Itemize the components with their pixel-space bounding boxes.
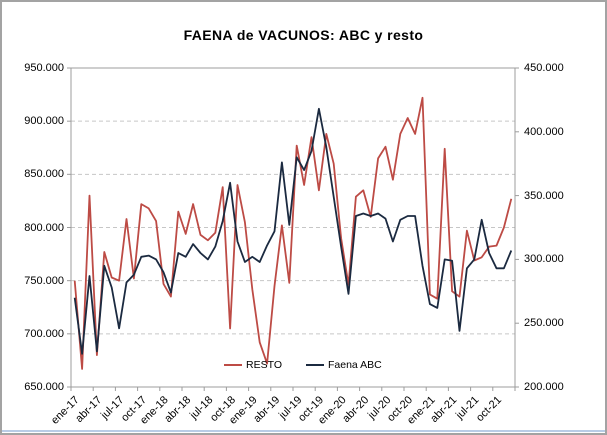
legend-item-resto: RESTO <box>224 359 282 371</box>
series-line-resto <box>73 96 513 370</box>
legend: RESTO Faena ABC <box>224 359 382 371</box>
series-line-faena-abc <box>73 107 513 355</box>
right-axis-tick-label: 300.000 <box>524 253 564 266</box>
right-axis-tick-label: 200.000 <box>524 381 564 393</box>
right-axis-tick-label: 450.000 <box>524 62 564 74</box>
left-axis-tick-label: 750.000 <box>24 274 64 287</box>
left-axis-tick-label: 850.000 <box>24 168 64 181</box>
legend-label-resto: RESTO <box>246 359 282 371</box>
left-axis-tick-label: 950.000 <box>24 62 64 74</box>
legend-label-faena-abc: Faena ABC <box>327 359 382 371</box>
resto-line-swatch-icon <box>224 364 242 366</box>
faena-abc-line-swatch-icon <box>305 364 324 366</box>
right-axis-tick-label: 350.000 <box>524 189 564 202</box>
left-axis-tick-label: 800.000 <box>24 221 64 234</box>
right-axis-tick-label: 250.000 <box>524 317 564 330</box>
right-axis-tick-label: 400.000 <box>524 125 564 138</box>
left-axis-tick-label: 650.000 <box>24 381 64 393</box>
bottom-edge-line <box>2 430 605 432</box>
left-axis-tick-label: 900.000 <box>24 115 64 128</box>
legend-item-faena-abc: Faena ABC <box>305 359 382 371</box>
chart-title: FAENA de VACUNOS: ABC y resto <box>183 27 424 43</box>
left-axis-tick-label: 700.000 <box>24 327 64 340</box>
